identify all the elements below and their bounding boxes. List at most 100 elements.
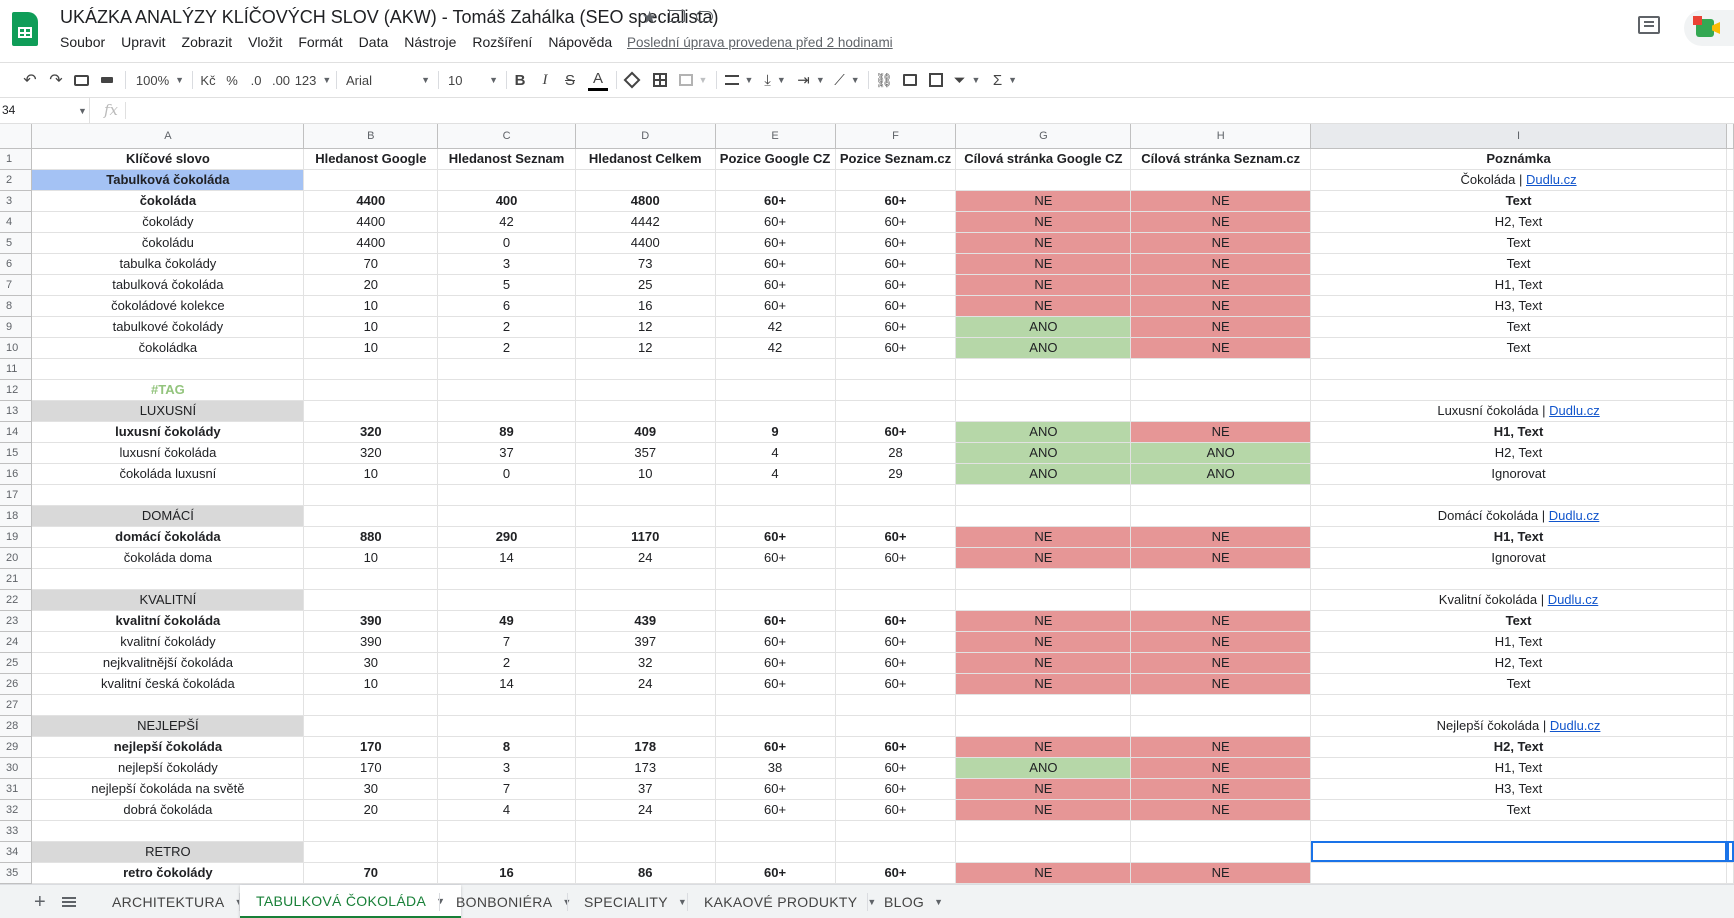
cell-c[interactable] (437, 841, 576, 863)
cell-h[interactable]: NE (1130, 316, 1312, 338)
cell-overflow[interactable] (1726, 337, 1734, 359)
menu-item[interactable]: Nápověda (548, 34, 613, 50)
cell-b[interactable]: 390 (303, 631, 439, 653)
cell-g[interactable]: ANO (955, 463, 1132, 485)
cell-i[interactable]: H3, Text (1310, 778, 1727, 800)
cell-c[interactable] (437, 694, 576, 716)
cell-e[interactable]: 60+ (715, 736, 836, 758)
column-header[interactable]: C (437, 124, 576, 149)
cell-c[interactable]: Hledanost Seznam (437, 148, 576, 170)
cell-g[interactable]: ANO (955, 337, 1132, 359)
cell-e[interactable] (715, 694, 836, 716)
cell-d[interactable]: 73 (575, 253, 716, 275)
cell-c[interactable]: 2 (437, 316, 576, 338)
cell-c[interactable]: 8 (437, 736, 576, 758)
cell-overflow[interactable] (1726, 715, 1734, 737)
cell-overflow[interactable] (1726, 694, 1734, 716)
cell-g[interactable]: NE (955, 295, 1132, 317)
cell-c[interactable] (437, 568, 576, 590)
row-number[interactable]: 33 (0, 820, 33, 842)
cell-i[interactable]: Luxusní čokoláda | Dudlu.cz (1310, 400, 1727, 422)
cell-b[interactable]: 170 (303, 757, 439, 779)
cell-b[interactable] (303, 841, 439, 863)
cell-d[interactable]: 24 (575, 673, 716, 695)
row-number[interactable]: 9 (0, 316, 33, 338)
cell-c[interactable] (437, 400, 576, 422)
cell-g[interactable]: NE (955, 253, 1132, 275)
cell-d[interactable]: 32 (575, 652, 716, 674)
row-number[interactable]: 16 (0, 463, 33, 485)
cell-a[interactable]: čokoláda luxusní (31, 463, 305, 485)
cell-b[interactable]: 70 (303, 862, 439, 884)
cell-e[interactable]: 60+ (715, 526, 836, 548)
cell-e[interactable]: 60+ (715, 295, 836, 317)
cell-overflow[interactable] (1726, 505, 1734, 527)
cell-d[interactable] (575, 694, 716, 716)
cell-f[interactable] (835, 169, 957, 191)
cell-overflow[interactable] (1726, 799, 1734, 821)
formula-input[interactable] (132, 102, 1722, 119)
cell-d[interactable]: 16 (575, 295, 716, 317)
cell-h[interactable] (1130, 379, 1312, 401)
cell-c[interactable] (437, 505, 576, 527)
document-title[interactable]: UKÁZKA ANALÝZY KLÍČOVÝCH SLOV (AKW) - To… (60, 7, 719, 27)
row-number[interactable]: 19 (0, 526, 33, 548)
cell-h[interactable]: ANO (1130, 442, 1312, 464)
cell-d[interactable]: 409 (575, 421, 716, 443)
cell-e[interactable]: 60+ (715, 778, 836, 800)
cell-c[interactable] (437, 715, 576, 737)
cell-g[interactable] (955, 820, 1132, 842)
row-number[interactable]: 13 (0, 400, 33, 422)
cell-h[interactable]: NE (1130, 631, 1312, 653)
cell-f[interactable]: 29 (835, 463, 957, 485)
cell-f[interactable]: 60+ (835, 190, 957, 212)
cell-c[interactable]: 5 (437, 274, 576, 296)
cell-b[interactable]: 4400 (303, 232, 439, 254)
cell-g[interactable] (955, 379, 1132, 401)
row-number[interactable]: 35 (0, 862, 33, 884)
cell-a[interactable] (31, 568, 305, 590)
cell-i[interactable]: Poznámka (1310, 148, 1727, 170)
cell-i[interactable]: H2, Text (1310, 736, 1727, 758)
cell-a[interactable]: DOMÁCÍ (31, 505, 305, 527)
cell-a[interactable]: kvalitní česká čokoláda (31, 673, 305, 695)
row-number[interactable]: 17 (0, 484, 33, 506)
cell-f[interactable]: 60+ (835, 631, 957, 653)
cell-e[interactable] (715, 484, 836, 506)
cell-a[interactable]: LUXUSNÍ (31, 400, 305, 422)
cell-a[interactable]: čokoládové kolekce (31, 295, 305, 317)
cell-c[interactable]: 37 (437, 442, 576, 464)
meet-button[interactable] (1684, 10, 1734, 46)
cell-b[interactable] (303, 589, 439, 611)
cell-h[interactable]: NE (1130, 862, 1312, 884)
cell-b[interactable]: 20 (303, 274, 439, 296)
cell-overflow[interactable] (1726, 862, 1734, 884)
cell-i[interactable]: Text (1310, 673, 1727, 695)
paint-format-icon[interactable] (97, 69, 117, 91)
cell-g[interactable]: Cílová stránka Google CZ (955, 148, 1132, 170)
menu-item[interactable]: Formát (298, 34, 343, 50)
cell-b[interactable]: 10 (303, 316, 439, 338)
cell-c[interactable] (437, 589, 576, 611)
cell-b[interactable]: 10 (303, 673, 439, 695)
cell-a[interactable]: nejkvalitnější čokoláda (31, 652, 305, 674)
cell-b[interactable] (303, 358, 439, 380)
sheet-tab[interactable]: BLOG ▼ (868, 885, 959, 918)
merge-cells-icon[interactable]: ▼ (678, 69, 708, 91)
cell-e[interactable]: 9 (715, 421, 836, 443)
cell-h[interactable]: NE (1130, 190, 1312, 212)
cell-h[interactable] (1130, 358, 1312, 380)
cell-f[interactable]: 60+ (835, 799, 957, 821)
cell-d[interactable]: 25 (575, 274, 716, 296)
cell-a[interactable]: kvalitní čokoláda (31, 610, 305, 632)
cell-b[interactable] (303, 820, 439, 842)
cell-b[interactable]: Hledanost Google (303, 148, 439, 170)
row-number[interactable]: 11 (0, 358, 33, 380)
cell-i[interactable]: Text (1310, 232, 1727, 254)
insert-chart-icon[interactable] (926, 69, 946, 91)
font-family-select[interactable]: Arial ▼ (346, 72, 430, 88)
cell-c[interactable]: 2 (437, 337, 576, 359)
cell-h[interactable]: ANO (1130, 463, 1312, 485)
row-number[interactable]: 7 (0, 274, 33, 296)
cell-f[interactable]: 60+ (835, 274, 957, 296)
